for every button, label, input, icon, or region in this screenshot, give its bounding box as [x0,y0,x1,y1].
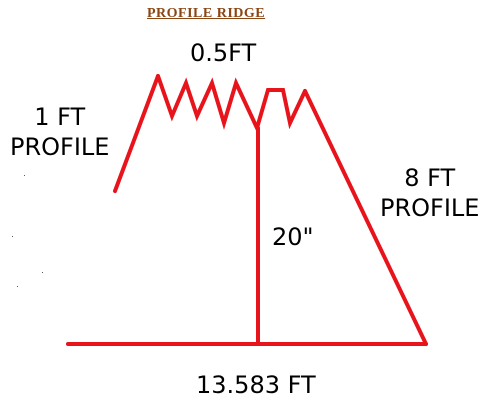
speck-3 [42,272,43,273]
ridge-zigzag [156,74,307,134]
left-profile-label: 1 FT PROFILE [10,102,109,162]
diagram-title: PROFILE RIDGE [147,6,266,21]
right-profile-line [303,89,428,346]
right-profile-label: 8 FT PROFILE [380,163,479,223]
right-profile-label-line2: PROFILE [380,194,480,222]
right-profile-label-line1: 8 FT [404,164,456,192]
speck-2 [12,236,13,237]
left-profile-label-line1: 1 FT [34,103,86,131]
left-profile-line [113,74,160,193]
base-width-label: 13.583 FT [196,371,316,399]
left-profile-label-line2: PROFILE [10,133,110,161]
speck-4 [17,286,18,287]
speck-1 [24,175,25,176]
ridge-width-label: 0.5FT [190,39,257,67]
height-label: 20" [272,223,314,251]
